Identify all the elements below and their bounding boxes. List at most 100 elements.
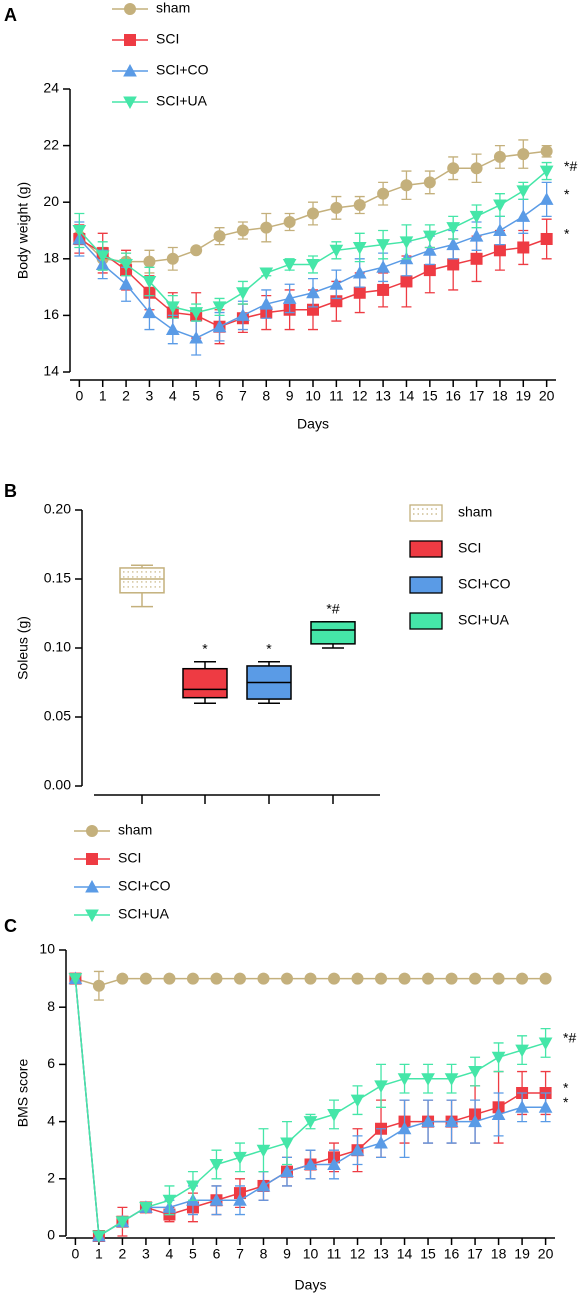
marker: [468, 1066, 482, 1079]
x-tick-label: 17: [467, 1246, 483, 1262]
legend-label: SCI: [458, 540, 481, 556]
marker: [139, 972, 152, 985]
y-tick-label: 0.00: [44, 777, 71, 793]
marker: [165, 322, 180, 336]
y-axis-title: Body weight (g): [15, 182, 31, 279]
marker: [86, 825, 98, 837]
marker: [280, 1164, 294, 1178]
marker: [119, 277, 133, 290]
marker: [280, 972, 293, 985]
marker: [421, 1073, 435, 1086]
legend-label: SCI+UA: [156, 93, 208, 109]
marker: [72, 225, 87, 238]
annotation: *#: [564, 158, 577, 174]
marker: [85, 909, 99, 923]
marker: [327, 1157, 341, 1170]
marker: [539, 165, 554, 179]
marker: [516, 209, 531, 222]
annotation: *: [563, 1094, 569, 1110]
box: [182, 667, 228, 699]
x-tick-label: 19: [514, 1246, 530, 1262]
marker: [190, 244, 203, 257]
x-tick-label: 1: [95, 1246, 103, 1262]
marker: [351, 972, 364, 985]
legend-swatch: [409, 540, 443, 558]
x-tick-label: 12: [352, 388, 368, 404]
marker: [377, 283, 390, 296]
marker: [469, 972, 482, 985]
marker: [539, 972, 552, 985]
x-tick-label: 20: [538, 1246, 554, 1262]
marker: [376, 260, 390, 273]
legend-label: SCI+CO: [118, 878, 171, 894]
marker: [166, 252, 179, 265]
marker: [283, 216, 296, 229]
marker: [492, 972, 505, 985]
marker: [538, 1100, 553, 1113]
marker: [233, 1193, 247, 1206]
marker: [142, 305, 157, 319]
legend-swatch: [409, 612, 443, 630]
y-tick-label: 18: [43, 250, 59, 266]
panel-label: A: [4, 5, 17, 25]
marker: [162, 1194, 177, 1208]
y-axis-title: Soleus (g): [15, 616, 31, 680]
y-tick-label: 6: [47, 1055, 55, 1071]
panel-label: C: [4, 916, 17, 936]
marker: [328, 972, 341, 985]
y-tick-label: 4: [47, 1112, 55, 1128]
marker: [470, 162, 483, 175]
marker: [210, 972, 223, 985]
marker: [307, 207, 319, 220]
marker: [163, 972, 176, 985]
y-tick-label: 8: [47, 998, 55, 1014]
legend-label: SCI+CO: [458, 576, 511, 592]
x-tick-label: 10: [303, 1246, 319, 1262]
marker: [468, 1114, 482, 1128]
marker: [186, 1180, 200, 1193]
marker: [303, 1157, 318, 1170]
marker: [350, 1094, 365, 1108]
marker: [209, 1159, 224, 1172]
y-tick-label: 24: [43, 80, 59, 96]
x-tick-label: 19: [515, 388, 531, 404]
y-axis-title: BMS score: [15, 1059, 31, 1128]
marker: [470, 252, 483, 265]
marker: [421, 1114, 435, 1128]
marker: [447, 258, 460, 271]
x-tick-label: 4: [166, 1246, 174, 1262]
marker: [306, 285, 320, 299]
marker: [86, 853, 98, 865]
marker: [212, 319, 227, 333]
marker: [446, 237, 461, 251]
marker: [422, 972, 435, 985]
annotation: *: [563, 1080, 569, 1096]
marker: [350, 1143, 365, 1156]
marker: [491, 1107, 506, 1120]
x-axis-title: Days: [295, 1277, 327, 1293]
marker: [143, 255, 156, 268]
x-tick-label: 3: [146, 388, 154, 404]
marker: [423, 176, 436, 189]
x-tick-label: 13: [375, 388, 391, 404]
annotation: *: [266, 641, 272, 657]
marker: [115, 1216, 130, 1229]
marker: [186, 972, 199, 985]
marker: [189, 307, 204, 320]
marker: [236, 224, 249, 237]
marker: [259, 267, 274, 280]
marker: [306, 258, 320, 272]
marker: [142, 275, 157, 289]
x-tick-label: 5: [192, 388, 200, 404]
marker: [260, 221, 273, 234]
marker: [538, 1037, 553, 1050]
x-tick-label: 9: [286, 388, 294, 404]
legend-label: SCI: [156, 31, 179, 47]
y-tick-label: 2: [47, 1170, 55, 1186]
marker: [353, 199, 366, 212]
marker: [123, 63, 137, 77]
y-tick-label: 0: [47, 1227, 55, 1243]
marker: [517, 148, 530, 161]
legend-label: sham: [118, 822, 152, 838]
